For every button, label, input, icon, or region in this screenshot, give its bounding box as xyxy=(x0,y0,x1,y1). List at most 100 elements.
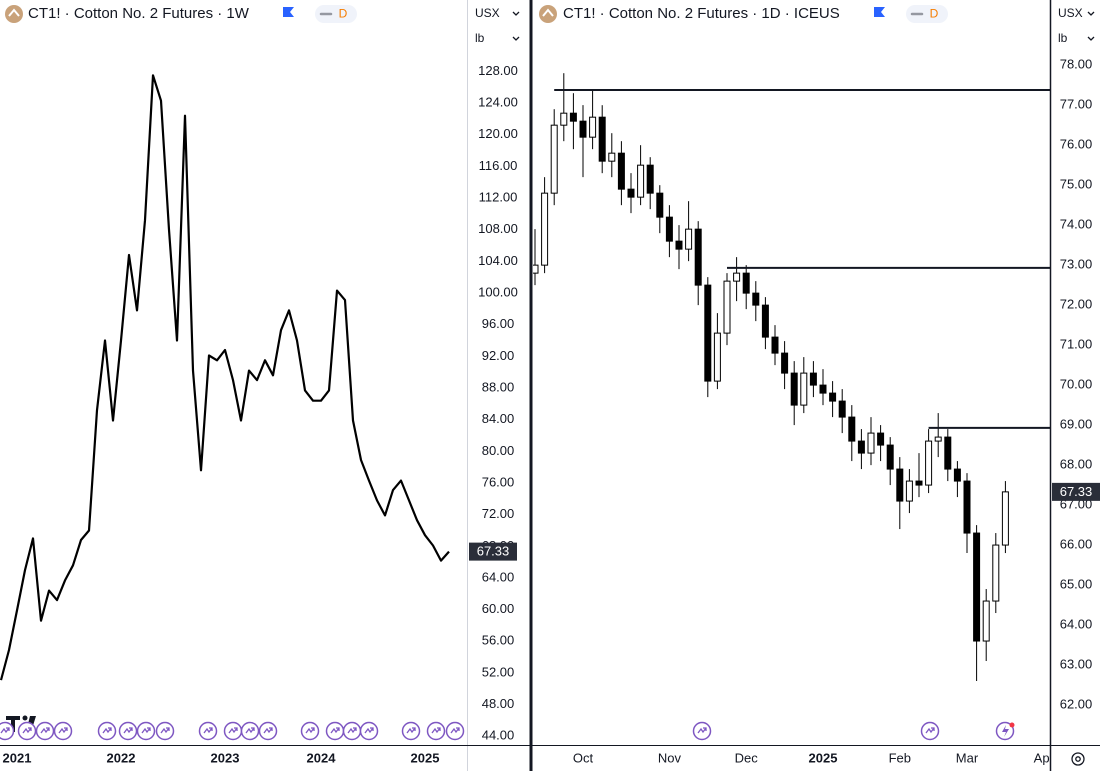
candle-body xyxy=(877,432,885,446)
unit-select[interactable]: lb xyxy=(1058,31,1068,45)
badge-label: D xyxy=(930,7,939,21)
candle-body xyxy=(819,384,827,394)
last-price-box xyxy=(469,542,517,561)
candle-body xyxy=(1001,491,1009,546)
chart-title[interactable]: CT1! · Cotton No. 2 Futures · 1D · ICEUS xyxy=(563,5,840,22)
y-tick-label: 74.00 xyxy=(1060,217,1093,232)
currency-select[interactable]: USX xyxy=(475,6,500,20)
candle-body xyxy=(733,272,741,282)
event-icon-bolt xyxy=(1002,725,1009,737)
y-tick-label: 92.00 xyxy=(482,348,515,363)
candle-body xyxy=(579,120,587,138)
y-tick-label: 96.00 xyxy=(482,316,515,331)
candle-body xyxy=(656,192,664,218)
last-price-label: 67.33 xyxy=(1060,484,1093,499)
symbol-icon-mark xyxy=(542,8,554,17)
event-markers xyxy=(0,721,1015,741)
event-icon-arrow xyxy=(245,727,255,734)
badge[interactable] xyxy=(315,5,357,23)
x-tick-label: Apr xyxy=(1034,750,1055,765)
candle-body xyxy=(541,192,549,266)
candle-body xyxy=(944,436,952,470)
time-axis: Oct Nov Dec 2025 Feb Mar Apr xyxy=(573,750,1055,765)
y-tick-label: 69.00 xyxy=(1060,417,1093,432)
event-icon-arrow xyxy=(450,727,460,734)
candle-body xyxy=(694,228,702,286)
badge[interactable] xyxy=(906,5,948,23)
y-tick-label: 48.00 xyxy=(482,696,515,711)
candle-body xyxy=(896,468,904,502)
price-axis: 44.0048.0052.0056.0060.0064.0068.0072.00… xyxy=(469,63,518,743)
y-tick-label: 120.00 xyxy=(478,126,518,141)
price-axis: 62.0063.0064.0065.0066.0067.0068.0069.00… xyxy=(1052,57,1100,711)
event-icon-arrow xyxy=(228,727,238,734)
settings-button[interactable] xyxy=(1071,752,1085,766)
gear-icon[interactable] xyxy=(1071,752,1085,766)
event-icon-arrow xyxy=(305,727,315,734)
chevron xyxy=(512,11,520,16)
flag-icon[interactable] xyxy=(874,7,885,17)
y-tick-label: 88.00 xyxy=(482,379,515,394)
candle-body xyxy=(838,400,846,418)
y-tick-label: 56.00 xyxy=(482,633,515,648)
event-icon-arrow xyxy=(58,727,68,734)
candle-body xyxy=(752,292,760,306)
currency-select[interactable]: USX xyxy=(1058,6,1083,20)
symbol-icon[interactable] xyxy=(5,5,23,23)
candle-body xyxy=(704,284,712,382)
header: CT1! · Cotton No. 2 Futures · 1D · ICEUS… xyxy=(539,5,1095,45)
event-icon-arrow xyxy=(431,727,441,734)
candle-body xyxy=(589,116,597,138)
candle-body xyxy=(982,600,990,642)
event-icon-arrow xyxy=(697,727,707,734)
y-tick-label: 71.00 xyxy=(1060,337,1093,352)
x-tick-label: Dec xyxy=(735,750,759,765)
symbol-icon-mark xyxy=(8,8,20,17)
candle-body xyxy=(790,372,798,406)
candle-body xyxy=(685,228,693,250)
event-icon-arrow xyxy=(160,727,170,734)
event-dot xyxy=(1009,722,1015,728)
event-icon-arrow xyxy=(925,727,935,734)
candle-body xyxy=(867,432,875,454)
y-tick-label: 77.00 xyxy=(1060,97,1093,112)
x-tick-label: 2025 xyxy=(411,750,440,765)
event-icon-arrow xyxy=(406,727,416,734)
x-tick-label: 2025 xyxy=(809,750,838,765)
symbol-icon[interactable] xyxy=(539,5,557,23)
y-tick-label: 112.00 xyxy=(479,189,518,204)
candle-body xyxy=(992,544,1000,602)
y-tick-label: 128.00 xyxy=(478,63,518,78)
x-tick-label: Mar xyxy=(956,750,979,765)
candle-body xyxy=(646,164,654,194)
chevron xyxy=(1087,36,1095,41)
y-tick-label: 72.00 xyxy=(1060,297,1093,312)
event-icon-arrow xyxy=(141,727,151,734)
plot-area xyxy=(533,73,1050,682)
candle-body xyxy=(886,444,894,470)
y-tick-label: 64.00 xyxy=(482,569,515,584)
event-icon-arrow xyxy=(123,727,133,734)
y-tick-label: 64.00 xyxy=(1060,616,1093,631)
candle-body xyxy=(934,436,942,442)
candle-body xyxy=(781,352,789,374)
candle-body xyxy=(550,124,558,194)
candle-body xyxy=(857,440,865,454)
y-tick-label: 60.00 xyxy=(482,601,515,616)
logo-mark xyxy=(6,716,20,732)
y-tick-label: 80.00 xyxy=(482,443,515,458)
candle-body xyxy=(560,112,568,126)
flag-icon[interactable] xyxy=(283,7,294,17)
y-tick-label: 63.00 xyxy=(1060,656,1093,671)
logo-mark xyxy=(22,715,28,721)
y-tick-label: 44.00 xyxy=(482,728,515,743)
unit-select[interactable]: lb xyxy=(475,31,485,45)
candle-body xyxy=(953,468,961,482)
header: CT1! · Cotton No. 2 Futures · 1W D USX l… xyxy=(5,5,520,45)
candle-body xyxy=(627,188,635,198)
y-tick-label: 84.00 xyxy=(482,411,515,426)
chart-title[interactable]: CT1! · Cotton No. 2 Futures · 1W xyxy=(28,5,250,22)
candle-body xyxy=(905,480,913,502)
x-tick-label: 2022 xyxy=(107,750,136,765)
